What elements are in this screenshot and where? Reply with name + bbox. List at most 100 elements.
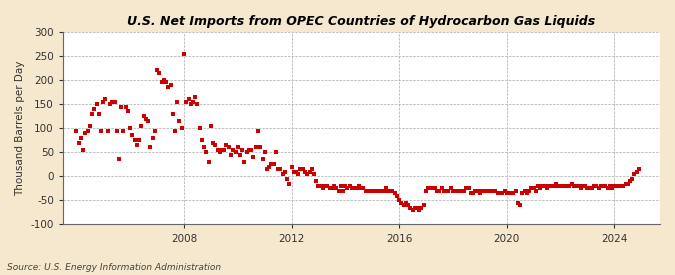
Point bbox=[338, 189, 348, 193]
Point bbox=[479, 189, 490, 193]
Point bbox=[284, 181, 295, 186]
Point bbox=[329, 184, 340, 188]
Point bbox=[551, 181, 562, 186]
Point bbox=[125, 126, 136, 130]
Point bbox=[472, 189, 483, 193]
Point bbox=[201, 150, 212, 155]
Point bbox=[575, 186, 586, 191]
Point bbox=[443, 189, 454, 193]
Point bbox=[546, 184, 557, 188]
Point bbox=[519, 189, 530, 193]
Point bbox=[409, 205, 420, 210]
Point bbox=[376, 189, 387, 193]
Point bbox=[232, 145, 243, 150]
Point bbox=[281, 177, 292, 181]
Point bbox=[163, 85, 173, 89]
Point bbox=[577, 184, 588, 188]
Point bbox=[531, 189, 541, 193]
Point bbox=[156, 80, 167, 85]
Point bbox=[539, 184, 550, 188]
Point bbox=[517, 191, 528, 195]
Point bbox=[533, 184, 543, 188]
Point bbox=[134, 138, 144, 142]
Point bbox=[634, 167, 645, 171]
Point bbox=[73, 141, 84, 145]
Point bbox=[418, 203, 429, 207]
Point bbox=[230, 150, 241, 155]
Point bbox=[84, 123, 95, 128]
Point bbox=[373, 189, 384, 193]
Point bbox=[221, 143, 232, 147]
Point bbox=[412, 205, 423, 210]
Point bbox=[217, 148, 227, 152]
Point bbox=[425, 186, 436, 191]
Point bbox=[421, 189, 431, 193]
Point bbox=[593, 186, 604, 191]
Point bbox=[298, 167, 308, 171]
Point bbox=[239, 160, 250, 164]
Point bbox=[196, 138, 207, 142]
Point bbox=[244, 148, 254, 152]
Point bbox=[96, 128, 107, 133]
Point bbox=[194, 126, 205, 130]
Point bbox=[257, 157, 268, 162]
Point bbox=[483, 189, 494, 193]
Point bbox=[327, 186, 338, 191]
Point bbox=[130, 138, 140, 142]
Point bbox=[219, 148, 230, 152]
Point bbox=[529, 186, 539, 191]
Point bbox=[387, 189, 398, 193]
Point bbox=[138, 114, 149, 118]
Point bbox=[237, 148, 248, 152]
Point bbox=[429, 186, 440, 191]
Point bbox=[380, 186, 391, 191]
Point bbox=[383, 189, 394, 193]
Point bbox=[488, 189, 499, 193]
Point bbox=[140, 116, 151, 121]
Point bbox=[254, 145, 265, 150]
Point bbox=[188, 100, 198, 104]
Point bbox=[629, 172, 640, 176]
Point bbox=[620, 181, 631, 186]
Point bbox=[506, 191, 516, 195]
Point bbox=[600, 184, 611, 188]
Point bbox=[441, 189, 452, 193]
Point bbox=[436, 186, 447, 191]
Point bbox=[169, 128, 180, 133]
Point bbox=[176, 126, 187, 130]
Point bbox=[432, 189, 443, 193]
Point bbox=[515, 203, 526, 207]
Point bbox=[105, 102, 115, 106]
Point bbox=[524, 189, 535, 193]
Point bbox=[174, 119, 185, 123]
Point bbox=[618, 184, 628, 188]
Point bbox=[499, 189, 510, 193]
Point bbox=[208, 141, 219, 145]
Point bbox=[510, 189, 521, 193]
Point bbox=[595, 184, 606, 188]
Point bbox=[362, 189, 373, 193]
Point bbox=[161, 80, 171, 85]
Point bbox=[400, 201, 411, 205]
Point bbox=[331, 186, 342, 191]
Point bbox=[167, 112, 178, 116]
Point bbox=[308, 172, 319, 176]
Point bbox=[351, 186, 362, 191]
Point bbox=[181, 100, 192, 104]
Point bbox=[80, 131, 90, 135]
Point bbox=[145, 145, 156, 150]
Point bbox=[624, 179, 635, 183]
Point bbox=[186, 102, 196, 106]
Point bbox=[215, 150, 225, 155]
Point bbox=[611, 184, 622, 188]
Point bbox=[223, 145, 234, 150]
Point bbox=[147, 136, 158, 140]
Point bbox=[325, 186, 335, 191]
Point bbox=[627, 177, 638, 181]
Point bbox=[291, 169, 302, 174]
Point bbox=[203, 160, 214, 164]
Point bbox=[452, 189, 463, 193]
Point bbox=[402, 203, 413, 207]
Point bbox=[354, 184, 364, 188]
Point bbox=[537, 184, 548, 188]
